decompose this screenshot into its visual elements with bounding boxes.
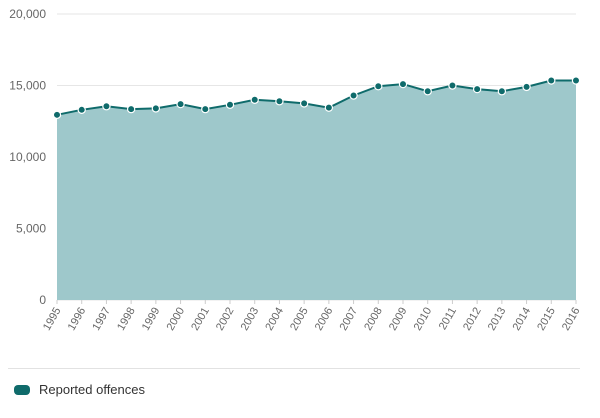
x-axis-ticks: 1995 1996 1997 1998 1999 2000 2001 2002 2003 2004… bbox=[41, 300, 583, 333]
y-axis-ticks: 0 5,000 10,000 15,000 20,000 bbox=[9, 7, 46, 307]
x-tick-label: 1997 bbox=[90, 306, 113, 333]
data-point[interactable] bbox=[102, 102, 111, 111]
data-point[interactable] bbox=[497, 87, 507, 96]
x-tick-label: 2005 bbox=[288, 306, 311, 333]
legend[interactable]: Reported offences bbox=[14, 382, 145, 397]
data-point[interactable] bbox=[374, 82, 383, 91]
series-line-reported-offences bbox=[56, 79, 576, 116]
data-point[interactable] bbox=[126, 104, 136, 114]
x-tick-label: 1998 bbox=[115, 306, 138, 333]
data-point[interactable] bbox=[299, 99, 309, 108]
legend-swatch bbox=[14, 384, 30, 395]
x-tick-label: 1996 bbox=[66, 306, 89, 333]
data-point[interactable] bbox=[77, 105, 86, 115]
x-tick-label: 2000 bbox=[165, 306, 188, 333]
x-tick-label: 2007 bbox=[338, 306, 361, 333]
x-tick-label: 2003 bbox=[239, 306, 262, 333]
y-tick-label: 10,000 bbox=[9, 150, 46, 164]
x-tick-label: 2006 bbox=[313, 306, 336, 333]
x-tick-label: 2004 bbox=[263, 306, 286, 333]
data-point[interactable] bbox=[448, 81, 457, 90]
legend-label: Reported offences bbox=[39, 382, 145, 397]
legend-divider bbox=[8, 368, 580, 369]
data-point[interactable] bbox=[547, 76, 556, 85]
x-tick-label: 1999 bbox=[140, 306, 163, 333]
data-point[interactable] bbox=[151, 104, 161, 113]
data-point[interactable] bbox=[472, 84, 482, 94]
x-tick-label: 2009 bbox=[387, 306, 410, 333]
y-tick-label: 20,000 bbox=[9, 7, 46, 21]
data-point[interactable] bbox=[349, 91, 358, 100]
data-point[interactable] bbox=[176, 99, 185, 109]
data-point[interactable] bbox=[324, 103, 334, 112]
area-fill-reported-offences bbox=[57, 80, 576, 300]
data-point[interactable] bbox=[275, 97, 284, 106]
x-tick-label: 2016 bbox=[560, 306, 583, 333]
x-tick-label: 2012 bbox=[461, 306, 484, 333]
data-point[interactable] bbox=[225, 100, 235, 110]
x-tick-label: 1995 bbox=[41, 306, 64, 333]
x-tick-label: 2008 bbox=[362, 306, 385, 333]
x-tick-label: 2015 bbox=[535, 306, 558, 333]
data-point[interactable] bbox=[52, 110, 62, 120]
data-point[interactable] bbox=[522, 82, 531, 92]
data-point[interactable] bbox=[398, 79, 408, 89]
data-point[interactable] bbox=[250, 95, 259, 105]
y-tick-label: 0 bbox=[39, 293, 46, 307]
x-tick-label: 2001 bbox=[189, 306, 212, 333]
data-points bbox=[52, 76, 581, 120]
x-tick-label: 2002 bbox=[214, 306, 237, 333]
x-tick-label: 2013 bbox=[486, 306, 509, 333]
data-point[interactable] bbox=[571, 76, 581, 85]
x-tick-label: 2014 bbox=[511, 306, 534, 333]
data-point[interactable] bbox=[201, 104, 210, 114]
y-tick-label: 5,000 bbox=[16, 222, 46, 236]
x-tick-label: 2011 bbox=[437, 306, 459, 332]
x-tick-label: 2010 bbox=[412, 306, 435, 333]
y-tick-label: 15,000 bbox=[9, 79, 46, 93]
data-point[interactable] bbox=[423, 87, 432, 96]
